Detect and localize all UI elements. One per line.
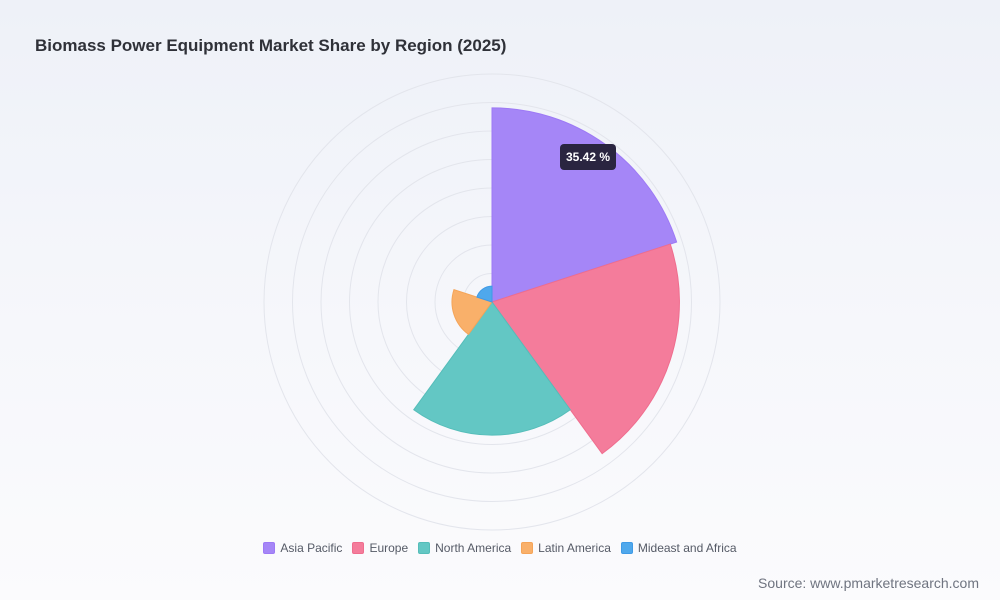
legend-label: Europe [369,541,409,555]
legend-item-asia-pacific[interactable]: Asia Pacific [263,541,342,555]
legend-label: North America [435,541,512,555]
slice-north-america[interactable] [413,301,571,436]
legend-label: Latin America [538,541,611,555]
legend-swatch [352,542,365,554]
legend-item-north-america[interactable]: North America [418,541,511,555]
legend-swatch [418,542,431,554]
slice-latin-america[interactable] [451,289,493,336]
legend-item-latin-america[interactable]: Latin America [521,541,611,555]
legend-swatch [620,542,633,554]
legend: Asia Pacific Europe North America Latin Ame… [0,541,1000,555]
tooltip-label: 35.42 % [566,150,610,164]
legend-item-mideast-and-africa[interactable]: Mideast and Africa [620,541,737,555]
legend-label: Asia Pacific [280,541,343,555]
grid-ring [263,73,721,531]
legend-swatch [521,542,534,554]
legend-item-europe[interactable]: Europe [352,541,408,555]
legend-label: Mideast and Africa [637,541,737,555]
legend-swatch [263,542,276,554]
grid-ring [292,102,692,502]
slice-mideast-and-africa[interactable] [476,285,493,303]
slices [413,107,680,455]
chart-title: Biomass Power Equipment Market Share by … [35,36,507,55]
value-tooltip: 35.42 % [560,144,616,170]
source-note: Source: www.pmarketresearch.com [758,575,979,591]
slice-europe[interactable] [491,243,680,455]
